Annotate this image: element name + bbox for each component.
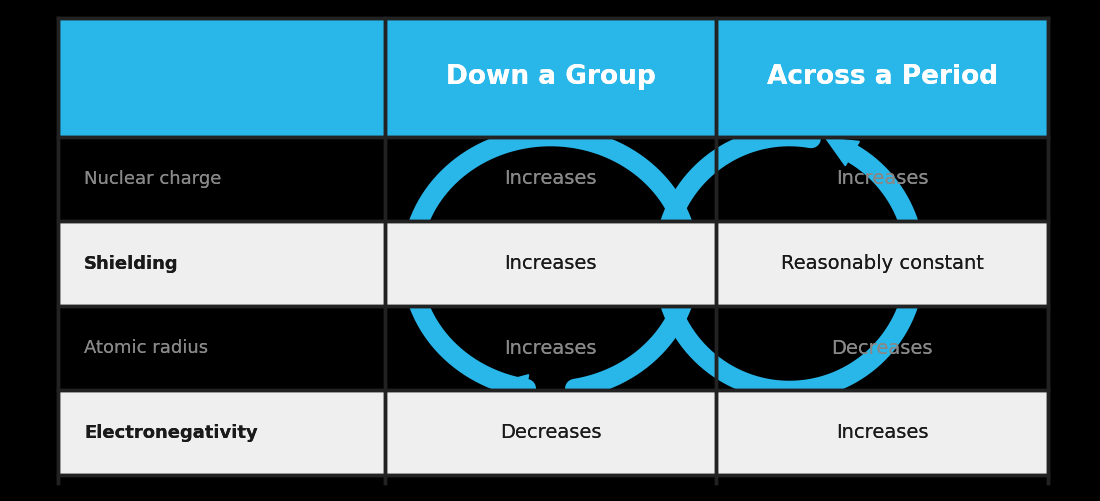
Bar bbox=[385, 306, 716, 390]
Bar bbox=[58, 221, 385, 306]
Text: Reasonably constant: Reasonably constant bbox=[781, 254, 983, 273]
Text: Increases: Increases bbox=[504, 254, 597, 273]
Polygon shape bbox=[826, 138, 859, 166]
Bar bbox=[716, 18, 1048, 137]
Text: Reasonably constant: Reasonably constant bbox=[781, 254, 983, 273]
Bar bbox=[385, 221, 716, 306]
Text: Increases: Increases bbox=[504, 339, 597, 358]
Text: Nuclear charge: Nuclear charge bbox=[84, 170, 221, 188]
Bar bbox=[385, 390, 716, 475]
Text: Decreases: Decreases bbox=[499, 423, 602, 442]
Text: Increases: Increases bbox=[836, 169, 928, 188]
Text: Increases: Increases bbox=[836, 423, 928, 442]
Bar bbox=[58, 390, 385, 475]
Text: Across a Period: Across a Period bbox=[767, 64, 998, 90]
Text: Electronegativity: Electronegativity bbox=[84, 424, 257, 442]
Bar bbox=[58, 18, 385, 137]
Text: Down a Group: Down a Group bbox=[446, 64, 656, 90]
Bar bbox=[58, 137, 385, 221]
Text: Increases: Increases bbox=[836, 423, 928, 442]
Text: Nuclear charge: Nuclear charge bbox=[84, 170, 221, 188]
Bar bbox=[58, 390, 1048, 475]
Bar bbox=[385, 18, 716, 137]
Polygon shape bbox=[496, 375, 529, 402]
Text: Shielding: Shielding bbox=[84, 255, 179, 273]
Bar bbox=[716, 390, 1048, 475]
Text: Across a Period: Across a Period bbox=[767, 64, 998, 90]
Bar bbox=[716, 306, 1048, 390]
Text: Atomic radius: Atomic radius bbox=[84, 339, 208, 357]
Text: Increases: Increases bbox=[836, 169, 928, 188]
Text: Down a Group: Down a Group bbox=[446, 64, 656, 90]
Text: Electronegativity: Electronegativity bbox=[84, 424, 257, 442]
Text: Increases: Increases bbox=[504, 254, 597, 273]
Bar bbox=[58, 221, 1048, 306]
Bar bbox=[716, 137, 1048, 221]
Text: Increases: Increases bbox=[504, 169, 597, 188]
Bar bbox=[58, 306, 385, 390]
Text: Decreases: Decreases bbox=[499, 423, 602, 442]
Text: Decreases: Decreases bbox=[832, 339, 933, 358]
Bar bbox=[385, 137, 716, 221]
Text: Atomic radius: Atomic radius bbox=[84, 339, 208, 357]
Text: Increases: Increases bbox=[504, 339, 597, 358]
Text: Decreases: Decreases bbox=[832, 339, 933, 358]
Text: Increases: Increases bbox=[504, 169, 597, 188]
Bar bbox=[716, 221, 1048, 306]
Text: Shielding: Shielding bbox=[84, 255, 179, 273]
